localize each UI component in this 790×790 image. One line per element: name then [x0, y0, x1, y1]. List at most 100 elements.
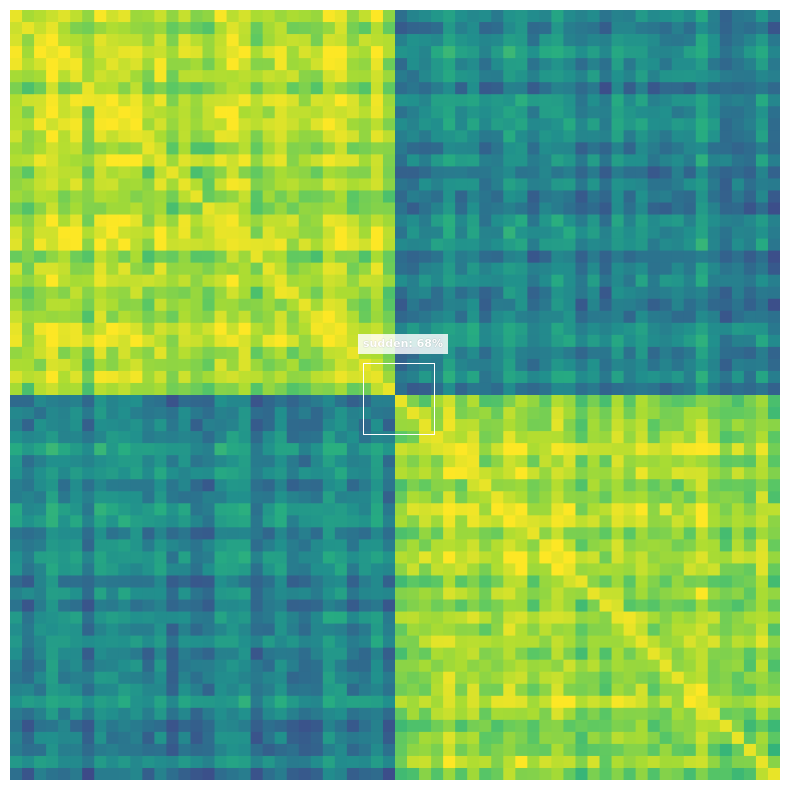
heatmap-cell [70, 322, 83, 336]
heatmap-cell [130, 274, 143, 288]
heatmap-cell [298, 647, 312, 661]
heatmap-cell [34, 22, 47, 35]
heatmap-cell [539, 599, 552, 612]
heatmap-cell [419, 94, 432, 107]
heatmap-cell [346, 503, 360, 516]
heatmap-cell [683, 443, 697, 456]
heatmap-cell [46, 527, 59, 540]
heatmap-cell [395, 539, 408, 552]
heatmap-cell [743, 515, 757, 528]
heatmap-cell [407, 611, 420, 624]
heatmap-cell [370, 370, 384, 384]
heatmap-cell [587, 58, 600, 71]
heatmap-cell [142, 719, 155, 733]
heatmap-cell [599, 611, 612, 624]
heatmap-cell [587, 731, 600, 745]
heatmap-cell [106, 443, 119, 456]
heatmap-cell [46, 419, 59, 432]
heatmap-cell [310, 755, 324, 769]
heatmap-cell [190, 10, 203, 23]
heatmap-cell [346, 563, 360, 576]
heatmap-cell [130, 10, 143, 23]
heatmap-cell [166, 443, 179, 456]
heatmap-cell [178, 611, 191, 624]
heatmap-cell [527, 575, 540, 588]
heatmap-cell [178, 310, 191, 324]
heatmap-cell [659, 310, 673, 324]
heatmap-cell [118, 22, 131, 35]
heatmap-cell [479, 322, 492, 336]
heatmap-cell [563, 46, 576, 59]
heatmap-cell [623, 166, 637, 179]
heatmap-cell [286, 659, 300, 673]
heatmap-cell [683, 322, 697, 336]
heatmap-cell [250, 407, 264, 420]
heatmap-cell [587, 130, 600, 143]
heatmap-cell [455, 274, 468, 288]
heatmap-cell [262, 334, 276, 348]
heatmap-cell [659, 659, 673, 673]
heatmap-cell [274, 587, 288, 600]
heatmap-cell [611, 419, 624, 432]
heatmap-cell [491, 599, 504, 612]
heatmap-cell [94, 274, 107, 288]
heatmap-cell [575, 358, 588, 372]
heatmap-cell [82, 250, 95, 264]
heatmap-cell [82, 695, 95, 709]
heatmap-cell [130, 118, 143, 131]
heatmap-cell [358, 659, 372, 673]
heatmap-cell [190, 527, 203, 540]
heatmap-cell [226, 106, 239, 119]
heatmap-cell [250, 82, 264, 95]
heatmap-cell [659, 334, 673, 348]
heatmap-cell [503, 310, 516, 324]
heatmap-cell [719, 635, 733, 649]
heatmap-cell [731, 659, 745, 673]
heatmap-cell [467, 551, 480, 564]
heatmap-cell [551, 10, 564, 23]
heatmap-cell [491, 755, 504, 769]
heatmap-cell [503, 743, 516, 757]
heatmap-cell [731, 262, 745, 276]
heatmap-cell [755, 214, 769, 227]
heatmap-cell [395, 178, 408, 191]
heatmap-cell [455, 286, 468, 300]
heatmap-cell [635, 743, 649, 757]
heatmap-cell [491, 262, 504, 276]
heatmap-cell [274, 659, 288, 673]
heatmap-cell [551, 298, 564, 312]
heatmap-cell [46, 467, 59, 480]
heatmap-cell [10, 250, 23, 264]
heatmap-cell [70, 118, 83, 131]
heatmap-cell [395, 743, 408, 757]
heatmap-cell [82, 70, 95, 83]
heatmap-cell [755, 310, 769, 324]
heatmap-cell [731, 190, 745, 203]
heatmap-cell [34, 623, 47, 637]
heatmap-cell [647, 611, 661, 624]
heatmap-cell [250, 334, 264, 348]
heatmap-cell [226, 58, 239, 71]
heatmap-cell [346, 635, 360, 649]
heatmap-cell [58, 599, 71, 612]
heatmap-cell [551, 154, 564, 167]
heatmap-cell [94, 551, 107, 564]
heatmap-cell [166, 575, 179, 588]
heatmap-cell [34, 94, 47, 107]
heatmap-cell [214, 731, 227, 745]
heatmap-cell [623, 479, 637, 492]
heatmap-cell [370, 407, 384, 420]
heatmap-cell [767, 407, 780, 420]
heatmap-cell [647, 407, 661, 420]
heatmap-cell [731, 731, 745, 745]
heatmap-cell [130, 515, 143, 528]
heatmap-cell [202, 226, 215, 239]
heatmap-cell [34, 599, 47, 612]
heatmap-cell [647, 755, 661, 769]
heatmap-cell [178, 286, 191, 300]
heatmap-cell [310, 178, 324, 191]
heatmap-cell [695, 262, 709, 276]
heatmap-cell [491, 695, 504, 709]
heatmap-cell [142, 106, 155, 119]
heatmap-cell [563, 515, 576, 528]
